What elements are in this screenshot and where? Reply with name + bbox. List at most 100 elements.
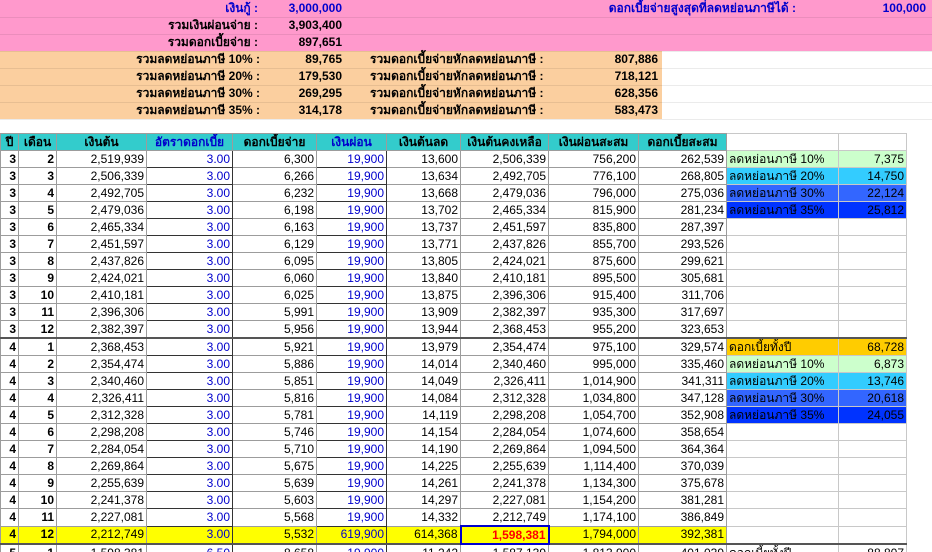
cell-principal[interactable]: 2,519,939: [56, 150, 147, 168]
empty-cell[interactable]: [838, 320, 907, 339]
cell-balance[interactable]: 2,396,306: [460, 286, 549, 304]
cell-year[interactable]: 3: [0, 150, 19, 168]
cell-principal[interactable]: 2,227,081: [56, 508, 147, 527]
cell-interest[interactable]: 5,781: [232, 406, 317, 424]
side-value[interactable]: 20,618: [838, 389, 907, 407]
cell-balance[interactable]: 2,312,328: [460, 389, 549, 407]
cell-month[interactable]: 7: [18, 440, 57, 458]
cell-year[interactable]: 3: [0, 184, 19, 202]
cell-principal-reduction[interactable]: 14,190: [386, 440, 461, 458]
cell-cumulative-interest[interactable]: 392,381: [638, 525, 727, 545]
empty-cell[interactable]: [726, 235, 839, 253]
cell-year[interactable]: 4: [0, 337, 19, 356]
cell-payment[interactable]: 19,900: [316, 389, 387, 407]
cell-cumulative-payment[interactable]: 915,400: [548, 286, 639, 304]
cell-rate[interactable]: 3.00: [146, 150, 233, 168]
cell-principal-reduction[interactable]: 14,119: [386, 406, 461, 424]
empty-cell[interactable]: [838, 218, 907, 236]
empty-cell[interactable]: [838, 491, 907, 509]
cell-cumulative-payment[interactable]: 1,054,700: [548, 406, 639, 424]
cell-rate[interactable]: 3.00: [146, 320, 233, 339]
cell-rate[interactable]: 3.00: [146, 218, 233, 236]
cell-month[interactable]: 10: [18, 491, 57, 509]
side-label[interactable]: ลดหย่อนภาษี 10%: [726, 355, 839, 373]
empty-cell[interactable]: [838, 508, 907, 527]
cell-cumulative-payment[interactable]: 935,300: [548, 303, 639, 321]
cell-interest[interactable]: 6,266: [232, 167, 317, 185]
cell-year[interactable]: 4: [0, 389, 19, 407]
cell-month[interactable]: 5: [18, 201, 57, 219]
cell-principal-reduction[interactable]: 13,909: [386, 303, 461, 321]
cell-principal[interactable]: 2,465,334: [56, 218, 147, 236]
cell-year[interactable]: 4: [0, 440, 19, 458]
cell-balance[interactable]: 2,479,036: [460, 184, 549, 202]
side-label[interactable]: ลดหย่อนภาษี 35%: [726, 201, 839, 219]
empty-cell[interactable]: [838, 235, 907, 253]
cell-interest[interactable]: 5,886: [232, 355, 317, 373]
empty-cell[interactable]: [726, 303, 839, 321]
cell-balance[interactable]: 2,354,474: [460, 337, 549, 356]
cell-cumulative-interest[interactable]: 401,039: [638, 543, 727, 552]
tax-30-net-value[interactable]: 628,356: [614, 86, 658, 100]
cell-balance[interactable]: 2,212,749: [460, 508, 549, 527]
cell-cumulative-interest[interactable]: 299,621: [638, 252, 727, 270]
cell-rate[interactable]: 3.00: [146, 372, 233, 390]
cell-interest[interactable]: 6,198: [232, 201, 317, 219]
cell-principal-reduction[interactable]: 14,297: [386, 491, 461, 509]
cell-payment[interactable]: 19,900: [316, 150, 387, 168]
side-value[interactable]: 13,746: [838, 372, 907, 390]
cell-interest[interactable]: 6,025: [232, 286, 317, 304]
cell-year[interactable]: 4: [0, 508, 19, 527]
header-rate[interactable]: อัตราดอกเบี้ย: [146, 133, 233, 151]
cell-month[interactable]: 11: [18, 303, 57, 321]
cell-cumulative-payment[interactable]: 1,174,100: [548, 508, 639, 527]
cell-balance[interactable]: 1,587,139: [460, 543, 549, 552]
cell-cumulative-payment[interactable]: 815,900: [548, 201, 639, 219]
cell-cumulative-payment[interactable]: 835,800: [548, 218, 639, 236]
cell-principal[interactable]: 2,255,639: [56, 474, 147, 492]
cell-principal[interactable]: 1,598,381: [56, 543, 147, 552]
empty-cell[interactable]: [726, 457, 839, 475]
cell-cumulative-interest[interactable]: 352,908: [638, 406, 727, 424]
cell-month[interactable]: 8: [18, 252, 57, 270]
cell-payment[interactable]: 19,900: [316, 440, 387, 458]
cell-principal-reduction[interactable]: 13,944: [386, 320, 461, 339]
cell-payment[interactable]: 19,900: [316, 372, 387, 390]
cell-cumulative-payment[interactable]: 995,000: [548, 355, 639, 373]
cell-cumulative-interest[interactable]: 329,574: [638, 337, 727, 356]
cell-balance[interactable]: 2,506,339: [460, 150, 549, 168]
header-principal-reduction[interactable]: เงินต้นลด: [386, 133, 461, 151]
cell-balance[interactable]: 2,382,397: [460, 303, 549, 321]
cell-cumulative-payment[interactable]: 1,114,400: [548, 457, 639, 475]
tax-35-value[interactable]: 314,178: [298, 103, 342, 117]
cell-year[interactable]: 3: [0, 303, 19, 321]
empty-cell[interactable]: [838, 440, 907, 458]
cell-balance[interactable]: 2,255,639: [460, 457, 549, 475]
cell-interest[interactable]: 5,675: [232, 457, 317, 475]
side-label[interactable]: ดอกเบี้ยทั้งปี: [726, 337, 839, 356]
cell-balance[interactable]: 2,410,181: [460, 269, 549, 287]
cell-balance[interactable]: 2,492,705: [460, 167, 549, 185]
cell-rate[interactable]: 3.00: [146, 167, 233, 185]
cell-interest[interactable]: 6,095: [232, 252, 317, 270]
cell-principal[interactable]: 2,424,021: [56, 269, 147, 287]
cell-interest[interactable]: 5,921: [232, 337, 317, 356]
cell-balance[interactable]: 2,269,864: [460, 440, 549, 458]
cell-payment[interactable]: 19,900: [316, 218, 387, 236]
cell-principal[interactable]: 2,382,397: [56, 320, 147, 339]
empty-cell[interactable]: [726, 252, 839, 270]
empty-cell[interactable]: [726, 423, 839, 441]
cell-balance[interactable]: 2,326,411: [460, 372, 549, 390]
cell-interest[interactable]: 6,129: [232, 235, 317, 253]
cell-balance[interactable]: 2,437,826: [460, 235, 549, 253]
empty-cell[interactable]: [726, 474, 839, 492]
side-label[interactable]: ลดหย่อนภาษี 30%: [726, 184, 839, 202]
cell-month[interactable]: 9: [18, 269, 57, 287]
cell-principal-reduction[interactable]: 13,600: [386, 150, 461, 168]
cell-principal-reduction[interactable]: 13,875: [386, 286, 461, 304]
tax-10-value[interactable]: 89,765: [305, 52, 342, 66]
cell-payment[interactable]: 19,900: [316, 491, 387, 509]
cell-payment[interactable]: 19,900: [316, 286, 387, 304]
cell-month[interactable]: 3: [18, 372, 57, 390]
cell-principal[interactable]: 2,298,208: [56, 423, 147, 441]
